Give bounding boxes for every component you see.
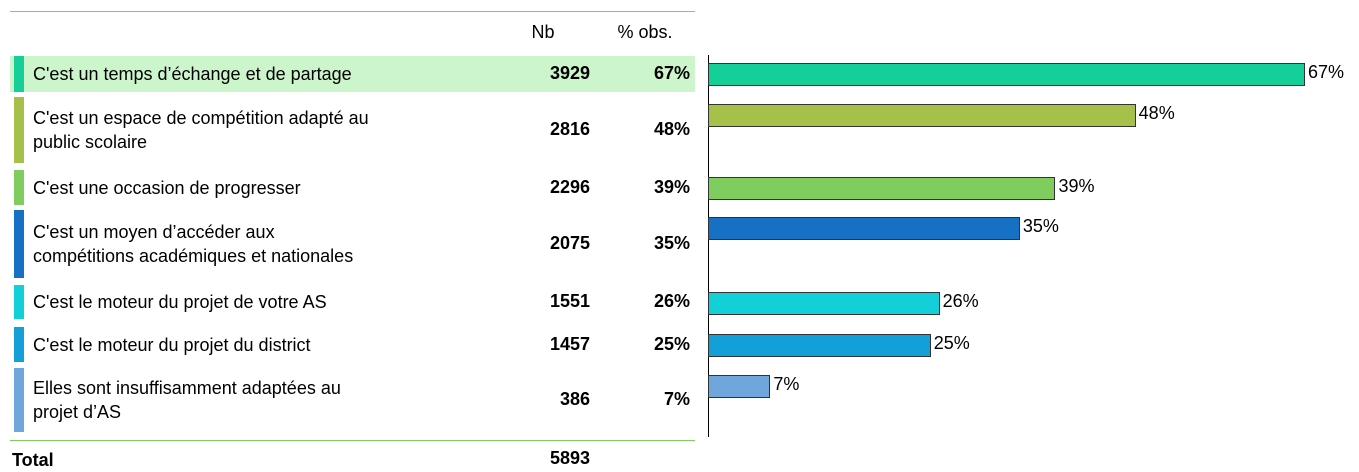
- bar: [708, 63, 1305, 86]
- bar: [708, 104, 1136, 127]
- axis-line: [708, 55, 709, 437]
- top-rule: [10, 11, 695, 12]
- column-header: % obs.: [617, 22, 673, 42]
- percent: 48%: [653, 119, 690, 139]
- count: 3929: [549, 63, 590, 83]
- color-strip: [14, 56, 24, 92]
- percent: 26%: [653, 291, 690, 311]
- bar-label: 35%: [1022, 216, 1059, 236]
- bar: [708, 177, 1056, 200]
- color-strip: [14, 285, 24, 319]
- count: 1457: [549, 333, 590, 354]
- bar-label: 39%: [1058, 176, 1095, 196]
- bar-label: 7%: [773, 374, 800, 394]
- percent: 7%: [663, 389, 690, 409]
- column-header: Nb: [531, 22, 555, 42]
- category-label: C'est un moyen d’accéder aux compétition…: [33, 222, 354, 266]
- bar: [708, 375, 771, 398]
- bar-label: 26%: [942, 291, 979, 311]
- color-strip: [14, 210, 24, 278]
- bar-label: 48%: [1138, 103, 1175, 123]
- count: 1551: [549, 291, 590, 311]
- bar-label: 25%: [933, 333, 970, 353]
- bar: [708, 334, 931, 357]
- color-strip: [14, 327, 24, 362]
- category-label: C'est un temps d’échange et de partage: [33, 64, 352, 84]
- bar: [708, 217, 1020, 240]
- total-label: Total: [12, 450, 54, 470]
- count: 2075: [549, 233, 590, 253]
- category-label: C'est le moteur du projet du district: [33, 334, 311, 355]
- bar: [708, 292, 940, 315]
- color-strip: [14, 368, 24, 432]
- percent: 39%: [653, 176, 690, 197]
- row-highlight: [10, 56, 695, 92]
- category-label: C'est le moteur du projet de votre AS: [33, 292, 327, 312]
- category-label: C'est un espace de compétition adapté au…: [33, 108, 369, 152]
- percent: 25%: [653, 333, 690, 354]
- color-strip: [14, 170, 24, 205]
- color-strip: [14, 97, 24, 163]
- category-label: Elles sont insuffisamment adaptées au pr…: [33, 378, 341, 422]
- count: 2816: [549, 119, 590, 139]
- total-value: 5893: [549, 448, 590, 468]
- count: 386: [559, 389, 590, 409]
- category-label: C'est une occasion de progresser: [33, 177, 301, 198]
- count: 2296: [549, 176, 590, 197]
- bar-label: 67%: [1307, 62, 1344, 82]
- percent: 35%: [653, 233, 690, 253]
- percent: 67%: [653, 63, 690, 83]
- total-rule: [10, 440, 695, 441]
